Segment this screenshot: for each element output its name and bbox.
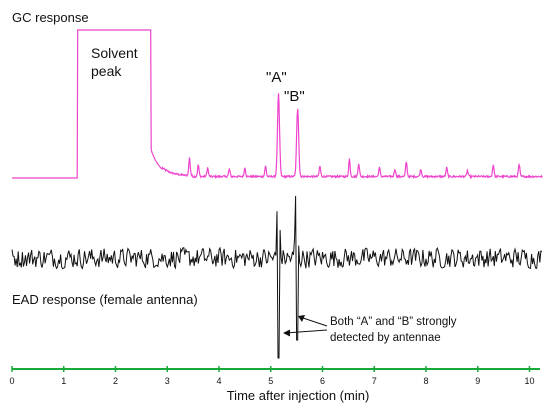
x-axis-label: Time after injection (min) bbox=[227, 388, 370, 403]
gc-response-line bbox=[12, 29, 543, 180]
solvent-peak-label-line2: peak bbox=[91, 63, 122, 79]
x-tick-label: 8 bbox=[423, 376, 428, 386]
x-axis: 0 1 2 3 4 5 6 7 8 9 10 bbox=[9, 366, 540, 386]
note-arrowhead-b bbox=[298, 315, 305, 322]
x-tick-label: 0 bbox=[9, 376, 14, 386]
x-tick-label: 9 bbox=[475, 376, 480, 386]
x-tick-label: 7 bbox=[372, 376, 377, 386]
peak-b-label: "B" bbox=[284, 88, 305, 105]
x-tick-label: 2 bbox=[113, 376, 118, 386]
note-arrowhead-a bbox=[283, 329, 290, 337]
antenna-note-line1: Both “A” and “B” strongly bbox=[330, 316, 457, 328]
ead-response-label: EAD response (female antenna) bbox=[12, 292, 198, 307]
note-arrow-to-a bbox=[284, 329, 328, 334]
x-tick-label: 1 bbox=[61, 376, 66, 386]
solvent-peak-label-line1: Solvent bbox=[91, 45, 138, 61]
x-tick-label: 5 bbox=[268, 376, 273, 386]
x-tick-label: 4 bbox=[216, 376, 221, 386]
x-tick-label: 6 bbox=[320, 376, 325, 386]
ead-response-line bbox=[11, 195, 543, 359]
x-tick-label: 10 bbox=[524, 376, 534, 386]
peak-a-label: "A" bbox=[266, 69, 287, 86]
antenna-note-line2: detected by antennae bbox=[330, 332, 441, 344]
x-tick-label: 3 bbox=[165, 376, 170, 386]
note-arrow-to-b bbox=[299, 316, 328, 327]
gc-response-label: GC response bbox=[12, 10, 89, 25]
